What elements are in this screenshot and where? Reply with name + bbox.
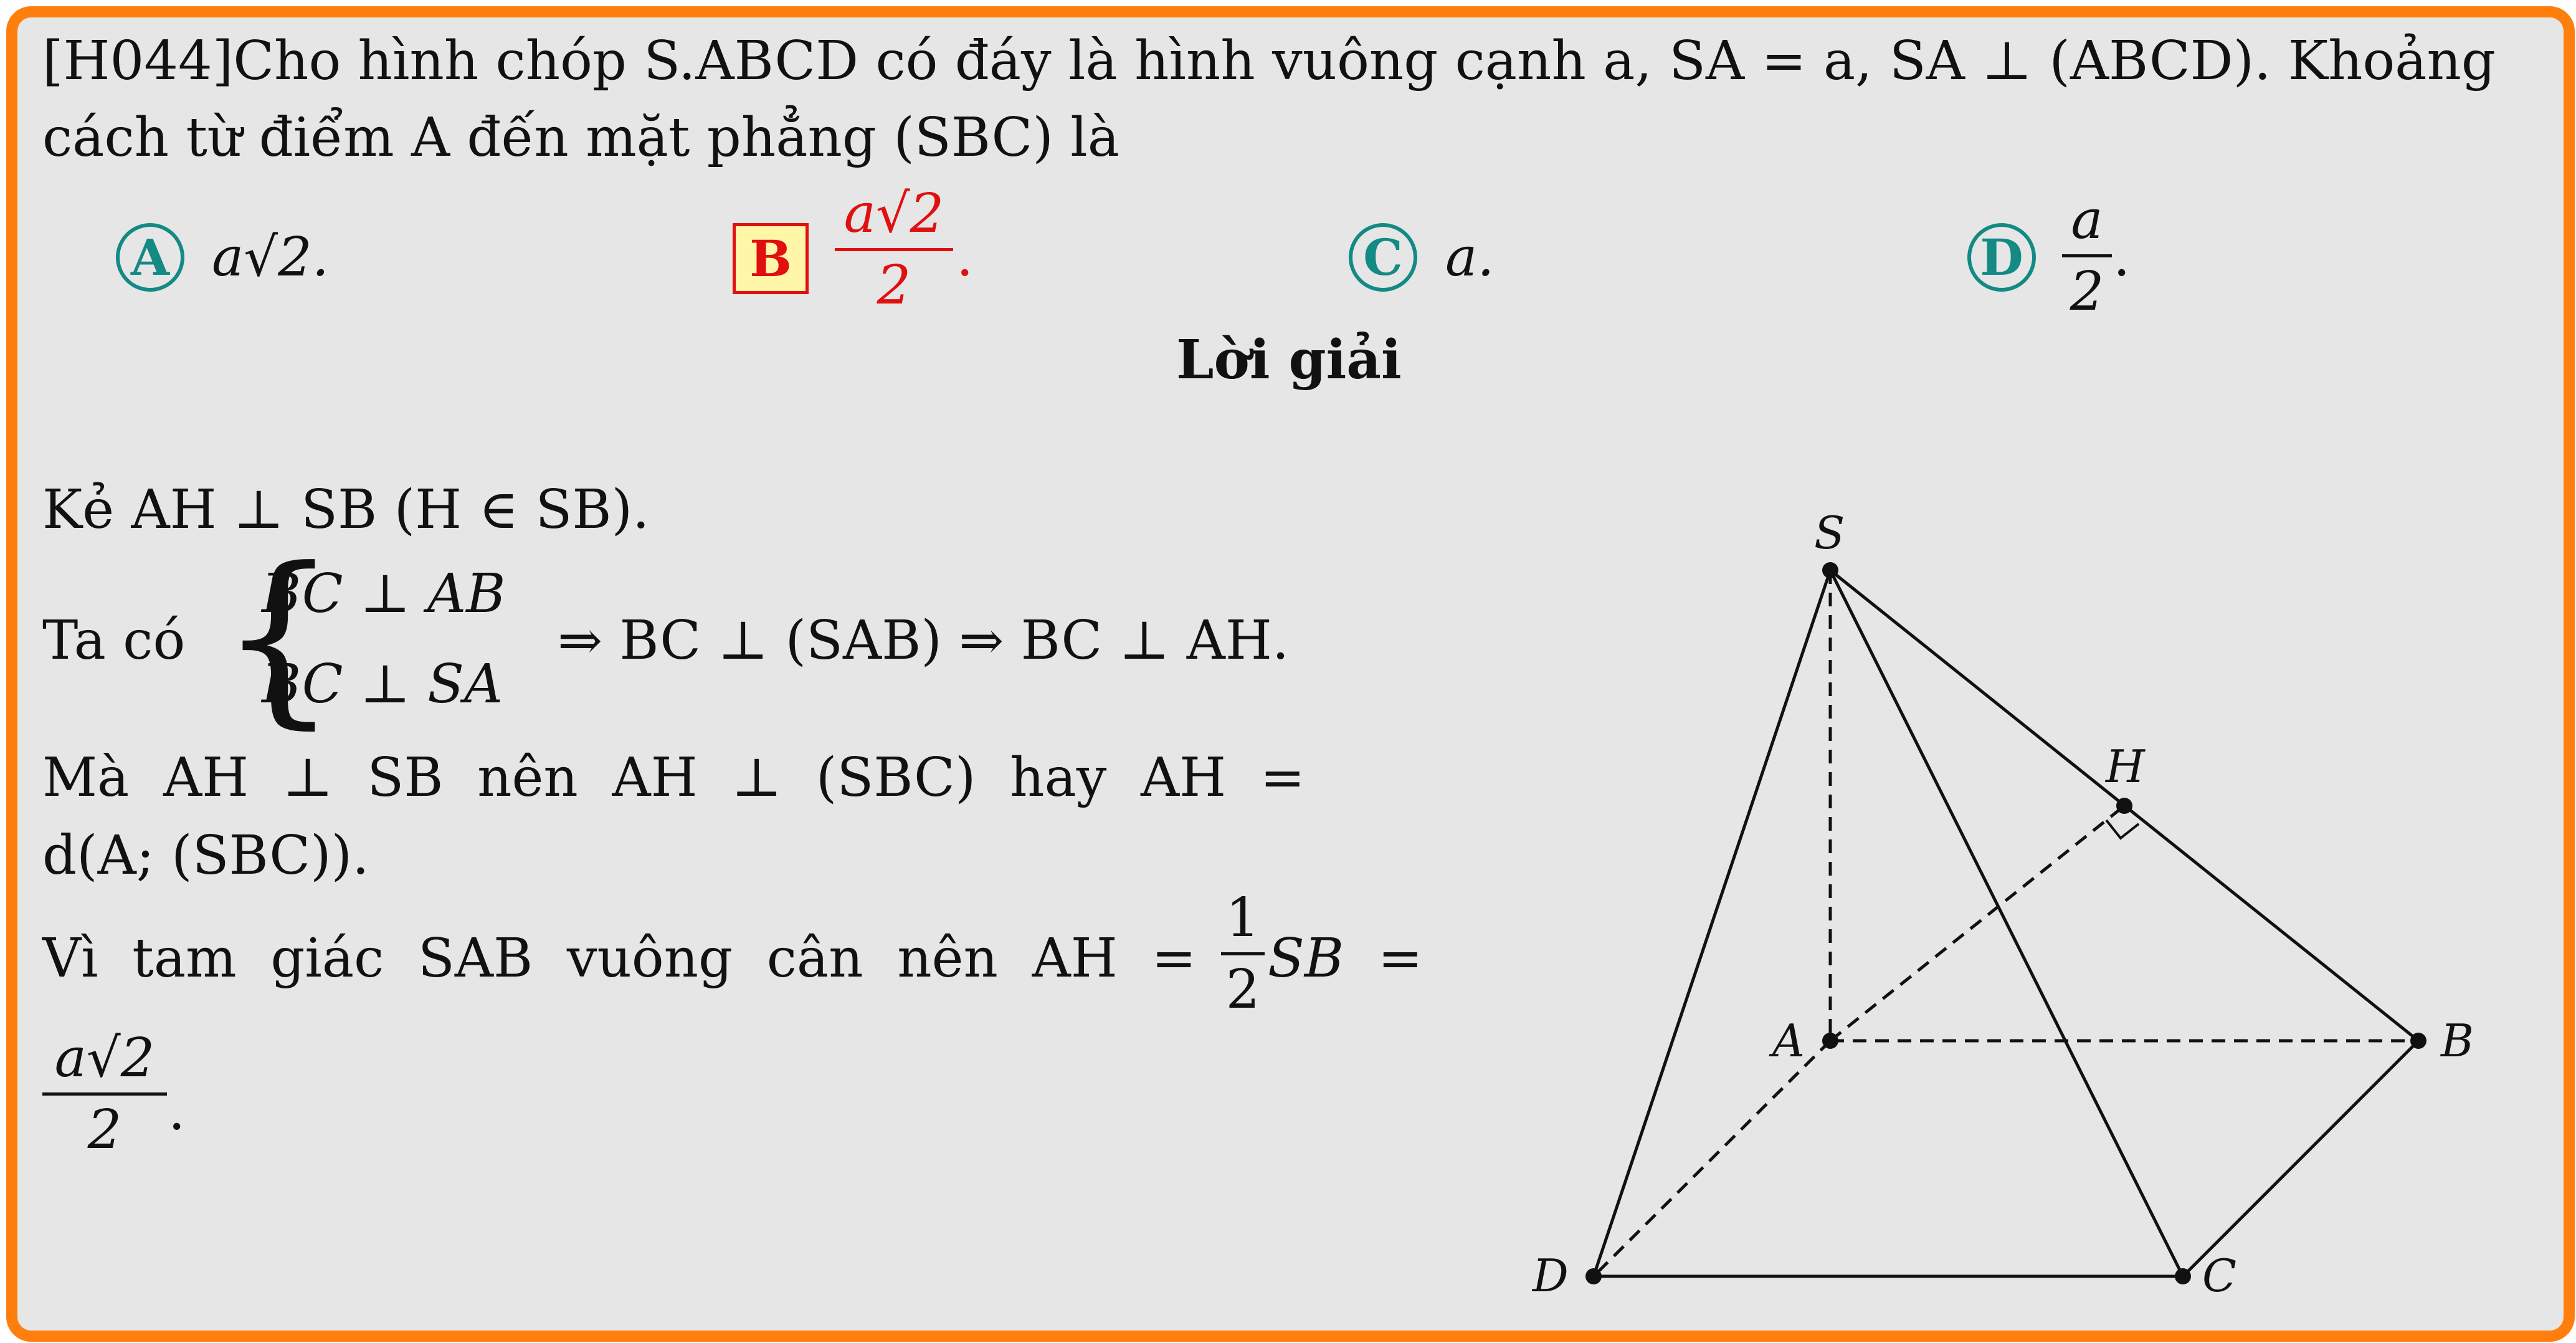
option-a-text: a√2. xyxy=(212,226,330,289)
system-eq-2: BC ⊥ SA xyxy=(262,653,503,715)
option-d-badge: D xyxy=(1967,223,2036,292)
option-b-badge: B xyxy=(733,223,809,294)
fraction-bar xyxy=(835,248,953,251)
fraction-bar xyxy=(42,1092,167,1096)
point-s xyxy=(1822,562,1838,578)
option-b-fraction: a√2 2 xyxy=(835,187,953,312)
option-d-fraction: a 2 xyxy=(2062,193,2112,318)
option-c-text: a. xyxy=(1445,226,1495,289)
option-a[interactable]: A xyxy=(116,223,184,292)
label-b: B xyxy=(2440,1015,2474,1067)
solution-line-2-suffix: ⇒ BC ⊥ (SAB) ⇒ BC ⊥ AH. xyxy=(558,609,1290,672)
option-c[interactable]: C xyxy=(1349,223,1417,292)
label-a: A xyxy=(1769,1015,1805,1067)
result-denominator: 2 xyxy=(87,1099,122,1161)
option-d-numerator: a xyxy=(2071,189,2103,251)
problem-line-1: [H044]Cho hình chóp S.ABCD có đáy là hìn… xyxy=(42,30,2496,92)
fraction-bar xyxy=(1221,952,1265,955)
fraction-bar xyxy=(2062,254,2112,257)
result-suffix: . xyxy=(168,1080,186,1142)
solution-line-4: d(A; (SBC)). xyxy=(42,824,369,887)
point-b xyxy=(2410,1033,2426,1049)
half-denominator: 2 xyxy=(1225,958,1260,1021)
label-h: H xyxy=(2104,740,2146,793)
result-numerator: a√2 xyxy=(54,1027,155,1089)
option-c-badge: C xyxy=(1349,223,1417,292)
option-b-suffix: . xyxy=(956,226,974,289)
option-a-badge: A xyxy=(116,223,184,292)
point-h xyxy=(2116,798,2132,814)
right-angle-marker xyxy=(2105,819,2140,840)
system-eq-1: BC ⊥ AB xyxy=(262,563,506,625)
option-d-suffix: . xyxy=(2113,226,2131,289)
solution-line-1: Kẻ AH ⊥ SB (H ∈ SB). xyxy=(42,479,650,541)
option-b-numerator: a√2 xyxy=(844,183,944,245)
solution-title: Lời giải xyxy=(1176,328,1402,391)
solution-ta-co: Ta có xyxy=(42,609,186,672)
result-fraction: a√2 2 xyxy=(42,1031,167,1157)
edge-cb xyxy=(2182,1040,2420,1278)
segment-ah xyxy=(1829,805,2126,1042)
problem-line-2: cách từ điểm A đến mặt phẳng (SBC) là xyxy=(42,107,1120,169)
edge-ad xyxy=(1592,1040,1832,1278)
system-brace: { xyxy=(219,528,338,745)
label-d: D xyxy=(1531,1250,1569,1302)
label-c: C xyxy=(2202,1250,2236,1302)
problem-card xyxy=(6,6,2575,1342)
point-a xyxy=(1822,1033,1838,1049)
option-b[interactable]: B xyxy=(733,223,809,294)
half-fraction: 1 2 xyxy=(1221,891,1265,1016)
solution-line-5: Vì tam giác SAB vuông cân nên AH = xyxy=(42,927,1197,990)
point-d xyxy=(1585,1268,1602,1284)
option-b-denominator: 2 xyxy=(877,254,911,317)
option-d-denominator: 2 xyxy=(2070,260,2104,323)
half-numerator: 1 xyxy=(1225,887,1260,949)
option-d[interactable]: D xyxy=(1967,223,2036,292)
point-c xyxy=(2175,1268,2191,1284)
edge-sd xyxy=(1592,570,1832,1277)
solution-line-5-suffix: SB = xyxy=(1268,927,1423,990)
edge-sc xyxy=(1828,569,2185,1278)
label-s: S xyxy=(1814,507,1845,559)
solution-line-3: Mà AH ⊥ SB nên AH ⊥ (SBC) hay AH = xyxy=(42,747,1305,809)
